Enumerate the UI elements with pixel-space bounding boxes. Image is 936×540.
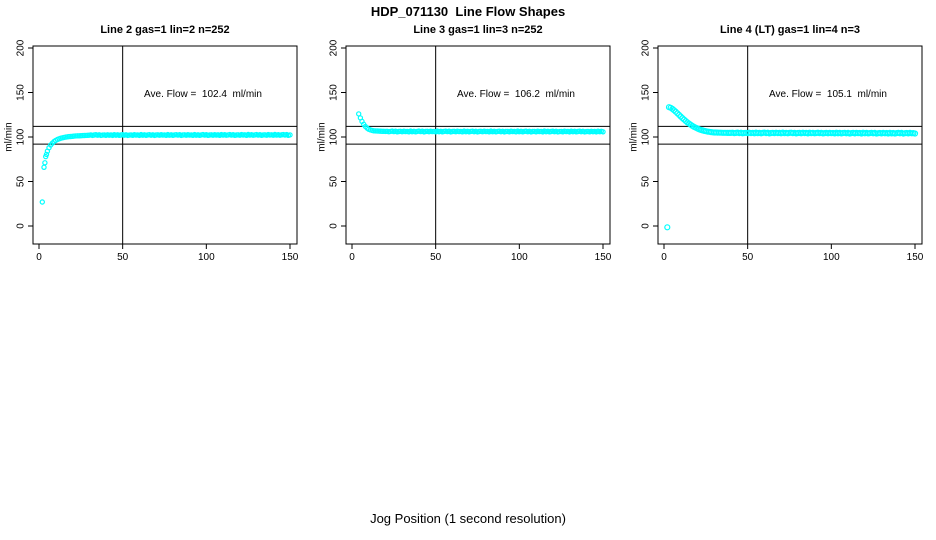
- flow-points: [39, 131, 293, 205]
- y-tick-label: 50: [641, 176, 652, 188]
- y-tick-label: 150: [641, 84, 652, 101]
- x-tick-label: 50: [117, 252, 129, 263]
- ave-flow-annotation: Ave. Flow = 102.4 ml/min: [144, 89, 262, 100]
- x-tick-label: 0: [36, 252, 42, 263]
- y-tick-label: 100: [329, 128, 340, 145]
- y-axis-ticks: 0 50 100 150 200: [329, 40, 346, 229]
- panel-title: Line 3 gas=1 lin=3 n=252: [413, 24, 543, 36]
- y-tick-label: 0: [16, 223, 27, 229]
- x-tick-label: 100: [823, 252, 840, 263]
- flow-points: [664, 104, 919, 231]
- y-tick-label: 200: [329, 40, 340, 56]
- x-tick-label: 0: [349, 252, 355, 263]
- plot-box: [32, 45, 298, 245]
- reference-hlines: [658, 125, 922, 145]
- y-axis-label: ml/min: [4, 122, 15, 151]
- y-tick-label: 200: [641, 40, 652, 56]
- reference-hlines: [33, 125, 297, 145]
- x-tick-label: 150: [595, 252, 612, 263]
- plot-area: 0 50 100 150 0 50 100 150 200 ml/min Ave. Flow = 1…: [317, 40, 612, 263]
- y-axis-label: ml/min: [317, 122, 328, 151]
- panel-title: Line 2 gas=1 lin=2 n=252: [100, 24, 230, 36]
- y-tick-label: 150: [329, 84, 340, 101]
- reference-hlines: [346, 125, 610, 145]
- x-tick-label: 50: [742, 252, 754, 263]
- x-axis-ticks: 0 50 100 150: [36, 244, 299, 263]
- x-axis-ticks: 0 50 100 150: [661, 244, 924, 263]
- plot-area: 0 50 100 150 0 50 100 150 200 ml/min Ave. Flow = 1…: [4, 40, 299, 263]
- x-tick-label: 50: [430, 252, 442, 263]
- plot-box: [657, 45, 923, 245]
- panel-line-2: Line 2 gas=1 lin=2 n=252 0 50 100 150 0 50 100…: [0, 20, 312, 290]
- ave-flow-annotation: Ave. Flow = 106.2 ml/min: [457, 89, 575, 100]
- plot-area: 0 50 100 150 0 50 100 150 200 ml/min Ave. Flow = 1…: [629, 40, 924, 263]
- x-axis-ticks: 0 50 100 150: [349, 244, 612, 263]
- x-tick-label: 100: [198, 252, 215, 263]
- panel-title: Line 4 (LT) gas=1 lin=4 n=3: [719, 24, 861, 36]
- plot-box: [345, 45, 611, 245]
- panel-line-4: Line 4 (LT) gas=1 lin=4 n=3 0 50 100 150 0 50…: [625, 20, 936, 290]
- ave-flow-annotation: Ave. Flow = 105.1 ml/min: [769, 89, 887, 100]
- y-tick-label: 50: [16, 176, 27, 188]
- x-tick-label: 150: [907, 252, 924, 263]
- y-tick-label: 0: [329, 223, 340, 229]
- figure-title: HDP_071130 Line Flow Shapes: [370, 4, 566, 19]
- y-tick-label: 200: [16, 40, 27, 56]
- y-tick-label: 0: [641, 223, 652, 229]
- y-tick-label: 100: [641, 128, 652, 145]
- y-axis-ticks: 0 50 100 150 200: [641, 40, 658, 229]
- x-tick-label: 150: [282, 252, 299, 263]
- y-tick-label: 100: [16, 128, 27, 145]
- y-tick-label: 150: [16, 84, 27, 101]
- x-axis-label: Jog Position (1 second resolution): [370, 511, 566, 526]
- y-axis-label: ml/min: [629, 122, 640, 151]
- y-tick-label: 50: [329, 176, 340, 188]
- panel-line-3: Line 3 gas=1 lin=3 n=252 0 50 100 150 0 50 100…: [313, 20, 625, 290]
- x-tick-label: 100: [511, 252, 528, 263]
- y-axis-ticks: 0 50 100 150 200: [16, 40, 33, 229]
- x-tick-label: 0: [661, 252, 667, 263]
- flow-points: [356, 111, 606, 135]
